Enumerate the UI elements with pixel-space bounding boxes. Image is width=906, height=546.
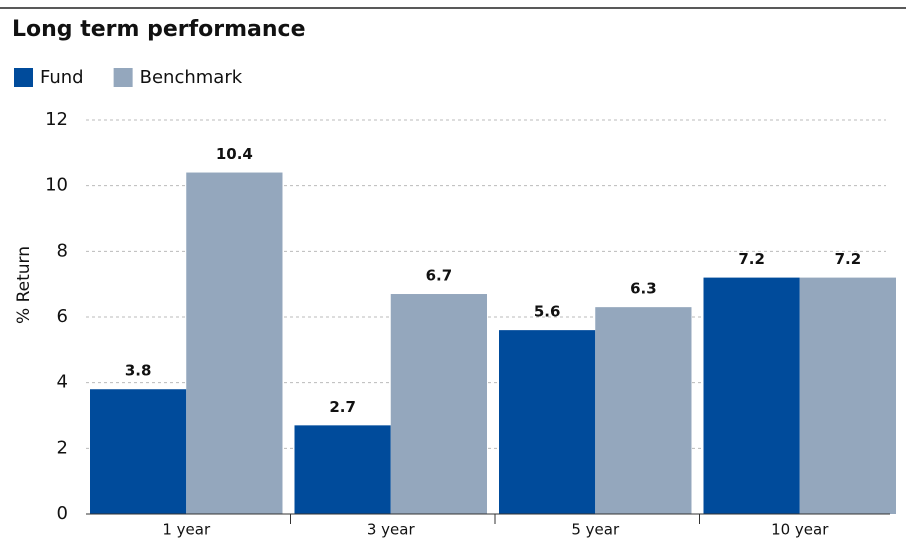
x-tick-label: 5 year [571,521,620,539]
value-label: 3.8 [125,362,152,380]
value-label: 7.2 [738,250,765,268]
y-tick-label: 6 [57,306,68,327]
y-tick-label: 4 [57,372,68,393]
x-tick-label: 3 year [367,521,416,539]
y-tick-label: 0 [57,503,68,524]
bar [595,307,692,514]
bar [186,172,283,515]
bar [799,277,896,514]
y-axis-label: % Return [14,246,34,324]
legend-label: Benchmark [140,67,243,88]
x-tick-label: 10 year [771,521,829,539]
y-tick-label: 8 [57,240,68,261]
legend-swatch [113,68,133,87]
y-tick-label: 2 [57,437,68,458]
x-tick-label: 1 year [162,521,211,539]
legend-label: Fund [40,67,84,88]
value-label: 5.6 [534,303,561,321]
value-label: 6.7 [426,267,453,285]
bar [703,277,800,514]
y-tick-label: 12 [45,109,68,130]
value-label: 10.4 [216,145,253,163]
legend-swatch [14,68,33,87]
bar [90,389,187,514]
bar [499,330,596,514]
bar [390,294,487,514]
value-label: 6.3 [630,280,657,298]
value-label: 7.2 [835,250,862,268]
bar [294,425,391,514]
y-tick-label: 10 [45,175,68,196]
value-label: 2.7 [329,398,356,416]
chart-title: Long term performance [12,17,306,42]
